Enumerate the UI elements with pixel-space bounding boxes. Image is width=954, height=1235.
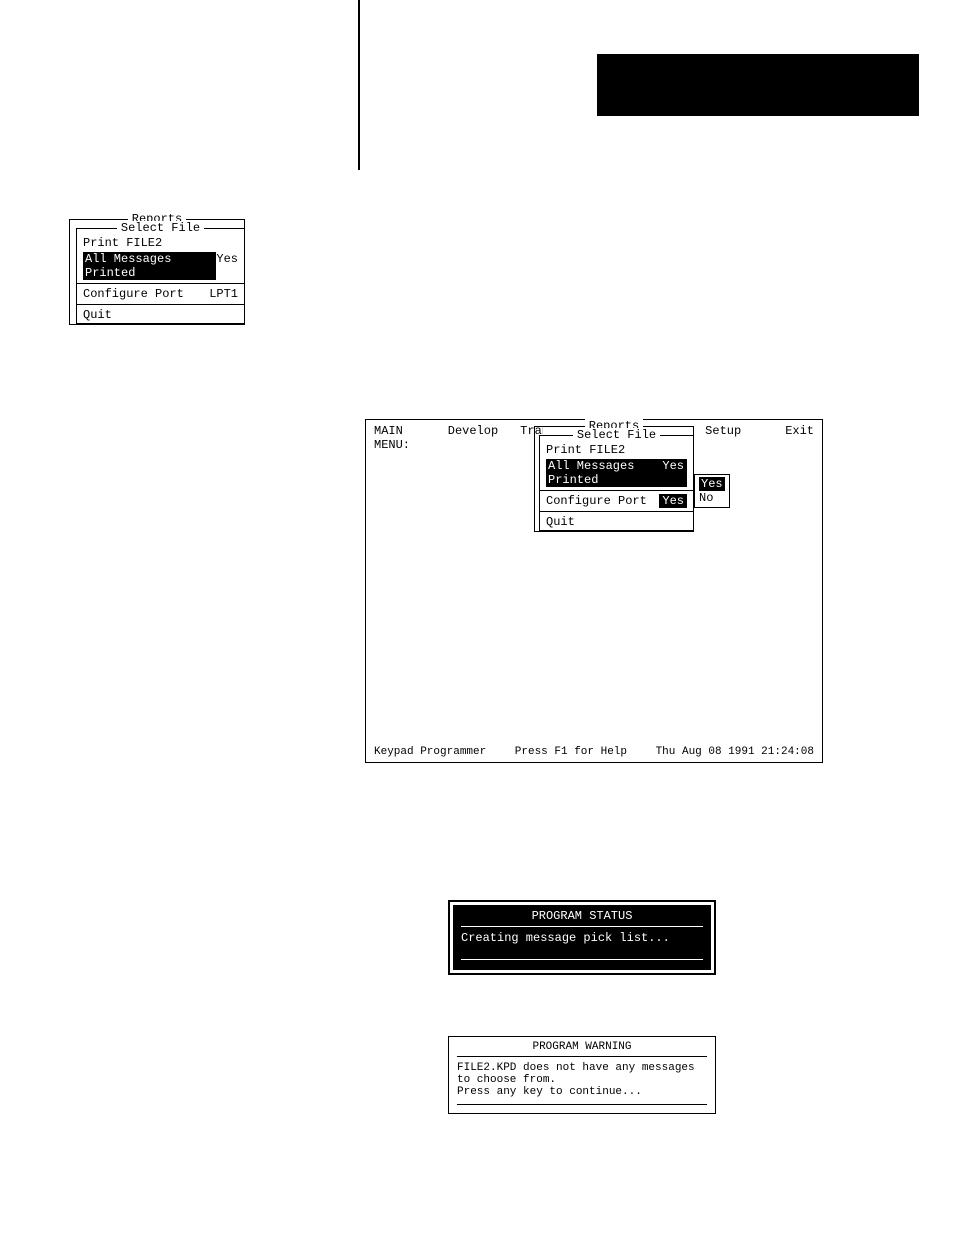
dialog-title: PROGRAM WARNING [457, 1041, 707, 1053]
menu-item-label: Quit [546, 515, 575, 529]
menu-item-value: Yes [659, 459, 687, 487]
menu-item-all-messages[interactable]: All Messages Printed Yes [77, 251, 244, 281]
menu-item-configure-port[interactable]: Configure Port Yes [540, 493, 693, 509]
option-yes[interactable]: Yes [699, 477, 725, 491]
dialog-message-line1: FILE2.KPD does not have any messages to … [457, 1062, 707, 1086]
menubar-item-setup[interactable]: Setup [705, 424, 741, 452]
menu-item-value: Yes [216, 252, 238, 280]
menu-item-value: Yes [659, 494, 687, 508]
menu-item-configure-port[interactable]: Configure Port LPT1 [77, 286, 244, 302]
main-screen: MAIN MENU: Develop Tran Setup Exit Repor… [365, 419, 823, 763]
menu-item-label: Configure Port [546, 494, 647, 508]
menu-item-value: LPT1 [209, 287, 238, 301]
option-no[interactable]: No [699, 491, 725, 505]
dialog-message-line2: Press any key to continue... [457, 1086, 707, 1098]
dialog-title: PROGRAM STATUS [461, 909, 703, 923]
program-warning-dialog: PROGRAM WARNING FILE2.KPD does not have … [448, 1036, 716, 1114]
menu-separator [77, 304, 244, 305]
menu-item-quit[interactable]: Quit [540, 514, 693, 530]
status-left: Keypad Programmer [374, 746, 486, 758]
yes-no-popup: Yes No [694, 474, 730, 508]
menu-item-label: All Messages Printed [83, 252, 216, 280]
menu-item-label: Quit [83, 308, 112, 322]
menubar-item-develop[interactable]: Develop [448, 424, 498, 452]
menu-item-print[interactable]: Print FILE2 [77, 235, 244, 251]
menu-item-label: Print FILE2 [83, 236, 162, 250]
menu-item-all-messages[interactable]: All Messages Printed Yes [540, 458, 693, 488]
program-status-dialog: PROGRAM STATUS Creating message pick lis… [448, 900, 716, 975]
menu-item-print[interactable]: Print FILE2 [540, 442, 693, 458]
reports-title: Reports [128, 212, 186, 226]
status-right: Thu Aug 08 1991 21:24:08 [656, 746, 814, 758]
menu-item-label: All Messages Printed [546, 459, 659, 487]
menu-item-label: Print FILE2 [546, 443, 625, 457]
menu-item-quit[interactable]: Quit [77, 307, 244, 323]
menubar-label-main: MAIN MENU: [374, 424, 426, 452]
vertical-divider [358, 0, 360, 170]
menu-separator [77, 283, 244, 284]
status-mid: Press F1 for Help [515, 746, 627, 758]
header-black-box [597, 54, 919, 116]
reports-menu-popup: Reports Select File Print FILE2 All Mess… [534, 426, 694, 532]
menu-item-label: Configure Port [83, 287, 184, 301]
dialog-message: Creating message pick list... [461, 931, 703, 945]
menubar-item-exit[interactable]: Exit [785, 424, 814, 452]
status-bar: Keypad Programmer Press F1 for Help Thu … [366, 746, 822, 758]
reports-menu-small: Reports Select File Print FILE2 All Mess… [69, 219, 245, 325]
